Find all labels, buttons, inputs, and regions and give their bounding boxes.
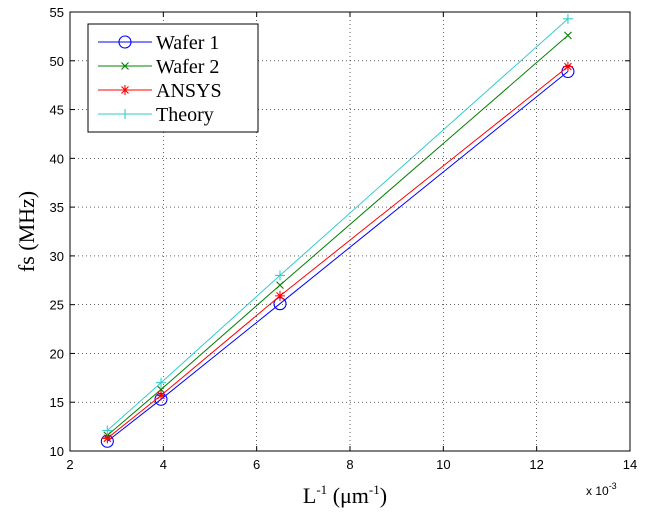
data-point-theory: [562, 13, 573, 24]
legend-label-ansys: ANSYS: [156, 80, 222, 102]
legend-label-wafer-1: Wafer 1: [156, 32, 219, 54]
y-tick-label: 40: [50, 151, 64, 166]
y-tick-label: 10: [50, 444, 64, 459]
x-axis-label-base: L: [303, 483, 316, 508]
grid: [70, 12, 630, 451]
y-tick-label: 45: [50, 103, 64, 118]
x-tick-label: 8: [346, 457, 353, 472]
legend-marker-theory: [120, 109, 130, 119]
series-wafer-2: [103, 31, 572, 440]
y-tick-label: 30: [50, 249, 64, 264]
legend-marker-wafer-1: [118, 35, 132, 49]
legend-marker-wafer-2: [121, 62, 129, 70]
y-tick-label: 35: [50, 200, 64, 215]
series-layer: [100, 13, 575, 448]
x-axis-label-base-sup: -1: [316, 482, 327, 497]
y-tick-label: 50: [50, 54, 64, 69]
series-line-theory: [107, 18, 569, 431]
x-tick-label: 10: [436, 457, 450, 472]
series-line-ansys: [107, 66, 569, 439]
data-point-theory: [275, 270, 285, 281]
data-point-ansys: [275, 290, 285, 301]
data-point-wafer-2: [157, 385, 165, 394]
x-axis-multiplier: x 10-3: [586, 481, 617, 498]
data-point-ansys: [156, 390, 166, 401]
y-tick-label: 15: [50, 395, 64, 410]
data-point-theory: [156, 377, 166, 388]
x-multiplier-base: x 10: [586, 484, 609, 498]
axis-ticks: 2 4 6 8 10 12 14 10 15 20 25 30 35 40 45 50 55: [50, 5, 638, 472]
x-axis-label-unit-sup: -1: [369, 482, 380, 497]
x-axis-label-unit-open: (μm: [327, 483, 369, 508]
data-point-ansys: [562, 61, 573, 72]
y-tick-label: 20: [50, 346, 64, 361]
x-tick-label: 14: [623, 457, 637, 472]
x-axis-label: L-1 (μm-1): [303, 482, 387, 508]
data-point-wafer-2: [564, 31, 572, 40]
data-point-wafer-2: [276, 281, 284, 290]
x-tick-label: 12: [529, 457, 543, 472]
x-tick-label: 4: [160, 457, 167, 472]
y-axis-label: fs (MHz): [14, 191, 39, 272]
data-point-ansys: [102, 433, 113, 444]
series-ansys: [102, 61, 573, 444]
x-multiplier-exp: -3: [609, 481, 617, 491]
data-point-theory: [102, 425, 113, 436]
x-axis-label-unit-close: ): [380, 483, 387, 508]
x-tick-label: 6: [253, 457, 260, 472]
x-tick-label: 2: [66, 457, 73, 472]
y-tick-label: 25: [50, 298, 64, 313]
legend-label-wafer-2: Wafer 2: [156, 56, 219, 78]
series-theory: [102, 13, 573, 436]
legend-label-theory: Theory: [156, 104, 214, 126]
y-tick-label: 55: [50, 5, 64, 20]
legend-marker-ansys: [120, 85, 130, 95]
series-line-wafer-2: [107, 35, 569, 436]
series-line-wafer-1: [107, 71, 569, 442]
